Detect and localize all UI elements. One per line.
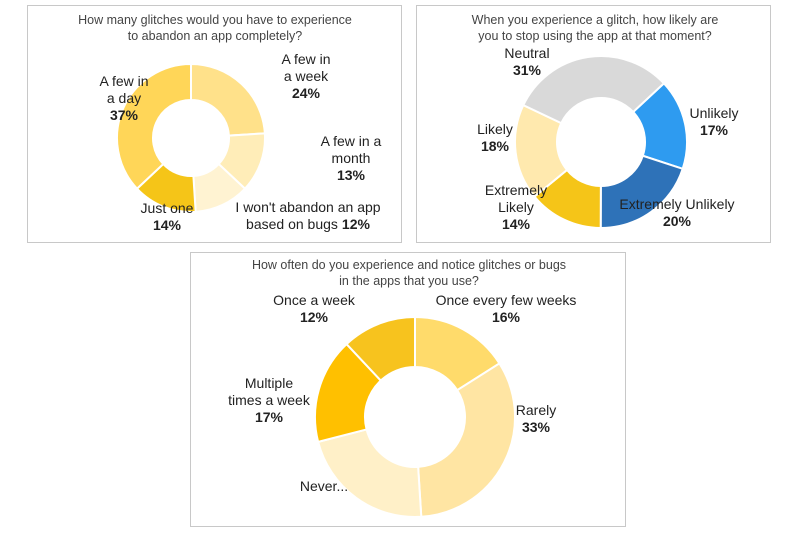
slice-percent: 20%	[663, 213, 692, 229]
donut-chart-svg: When you experience a glitch, how likely…	[472, 13, 739, 232]
slice-label: A few in a week 24%	[281, 51, 330, 101]
slice-label-line: a week	[284, 68, 329, 84]
donut-slice	[316, 428, 423, 518]
slice-label-line: Just one	[141, 200, 194, 216]
slice-label-line: Rarely	[516, 402, 556, 418]
slice-label-line: times a week	[228, 392, 311, 408]
slice-label: Unlikely 17%	[689, 105, 738, 138]
slice-label: A few in a month 13%	[321, 133, 382, 183]
slice-label-line: A few in	[99, 73, 148, 89]
chart-title-line: in the apps that you use?	[339, 274, 479, 288]
slice-percent: 18%	[481, 138, 510, 154]
chart-abandon-app: How many glitches would you have to expe…	[27, 5, 402, 243]
slice-label: Extremely Likely 14%	[485, 182, 547, 232]
slice-label-line: Once a week	[273, 292, 356, 308]
slice-label-line: based on bugs	[246, 216, 338, 232]
chart-stop-using: When you experience a glitch, how likely…	[416, 5, 771, 243]
slice-label-line: Extremely Unlikely	[619, 196, 734, 212]
slice-label: Once a week 12%	[273, 292, 356, 325]
slice-percent: 31%	[513, 62, 542, 78]
slice-label: Once every few weeks 16%	[436, 292, 577, 325]
slice-label-line: Likely	[477, 121, 513, 137]
donut-chart-svg: How many glitches would you have to expe…	[78, 13, 382, 233]
chart-title-line: you to stop using the app at that moment…	[478, 29, 712, 43]
slice-label-line: A few in	[281, 51, 330, 67]
donut-slice	[190, 62, 266, 137]
slice-label: A few in a day 37%	[99, 73, 148, 123]
chart-title-line: When you experience a glitch, how likely…	[472, 13, 719, 27]
chart-glitch-frequency: How often do you experience and notice g…	[190, 252, 626, 527]
chart-title-line: to abandon an app completely?	[128, 29, 302, 43]
slice-percent: 13%	[337, 167, 366, 183]
donut-slice	[116, 62, 192, 191]
donut-chart-svg: How often do you experience and notice g…	[228, 258, 577, 518]
chart-title: How many glitches would you have to expe…	[78, 13, 352, 43]
slice-percent: 33%	[522, 419, 551, 435]
slice-percent: 17%	[700, 122, 729, 138]
slice-label-line: a day	[107, 90, 141, 106]
slice-label: Never...	[300, 478, 348, 494]
donut-slice	[345, 315, 416, 382]
slice-label: Likely 18%	[477, 121, 513, 154]
slice-label-line: Unlikely	[689, 105, 738, 121]
slice-percent: 24%	[292, 85, 321, 101]
slice-label-line: Likely	[498, 199, 534, 215]
slice-label: I won't abandon an app based on bugs 12%	[235, 199, 380, 232]
slice-label-line: Multiple	[245, 375, 293, 391]
donut-slice	[417, 362, 516, 518]
slice-label-line: A few in a	[321, 133, 382, 149]
slice-label: Rarely 33%	[516, 402, 556, 435]
slice-label: Extremely Unlikely 20%	[619, 196, 734, 229]
slice-percent: 12%	[300, 309, 329, 325]
slice-label: Neutral 31%	[504, 45, 549, 78]
chart-title: How often do you experience and notice g…	[252, 258, 566, 288]
slice-label-line: Never...	[300, 478, 348, 494]
chart-title: When you experience a glitch, how likely…	[472, 13, 719, 43]
slice-label-line: Neutral	[504, 45, 549, 61]
slice-label: Multiple times a week 17%	[228, 375, 311, 425]
slice-percent: 12%	[342, 216, 371, 232]
slice-percent: 17%	[255, 409, 284, 425]
slice-label-line: Once every few weeks	[436, 292, 577, 308]
slice-label: Just one 14%	[141, 200, 194, 233]
slice-percent: 14%	[153, 217, 182, 233]
slice-label-line: Extremely	[485, 182, 547, 198]
slice-label-line: month	[332, 150, 371, 166]
donut-slice	[521, 55, 666, 125]
slice-percent: 16%	[492, 309, 521, 325]
slice-label-line: I won't abandon an app	[235, 199, 380, 215]
slice-percent: 14%	[502, 216, 531, 232]
chart-title-line: How many glitches would you have to expe…	[78, 13, 352, 27]
chart-title-line: How often do you experience and notice g…	[252, 258, 566, 272]
slice-percent: 37%	[110, 107, 139, 123]
